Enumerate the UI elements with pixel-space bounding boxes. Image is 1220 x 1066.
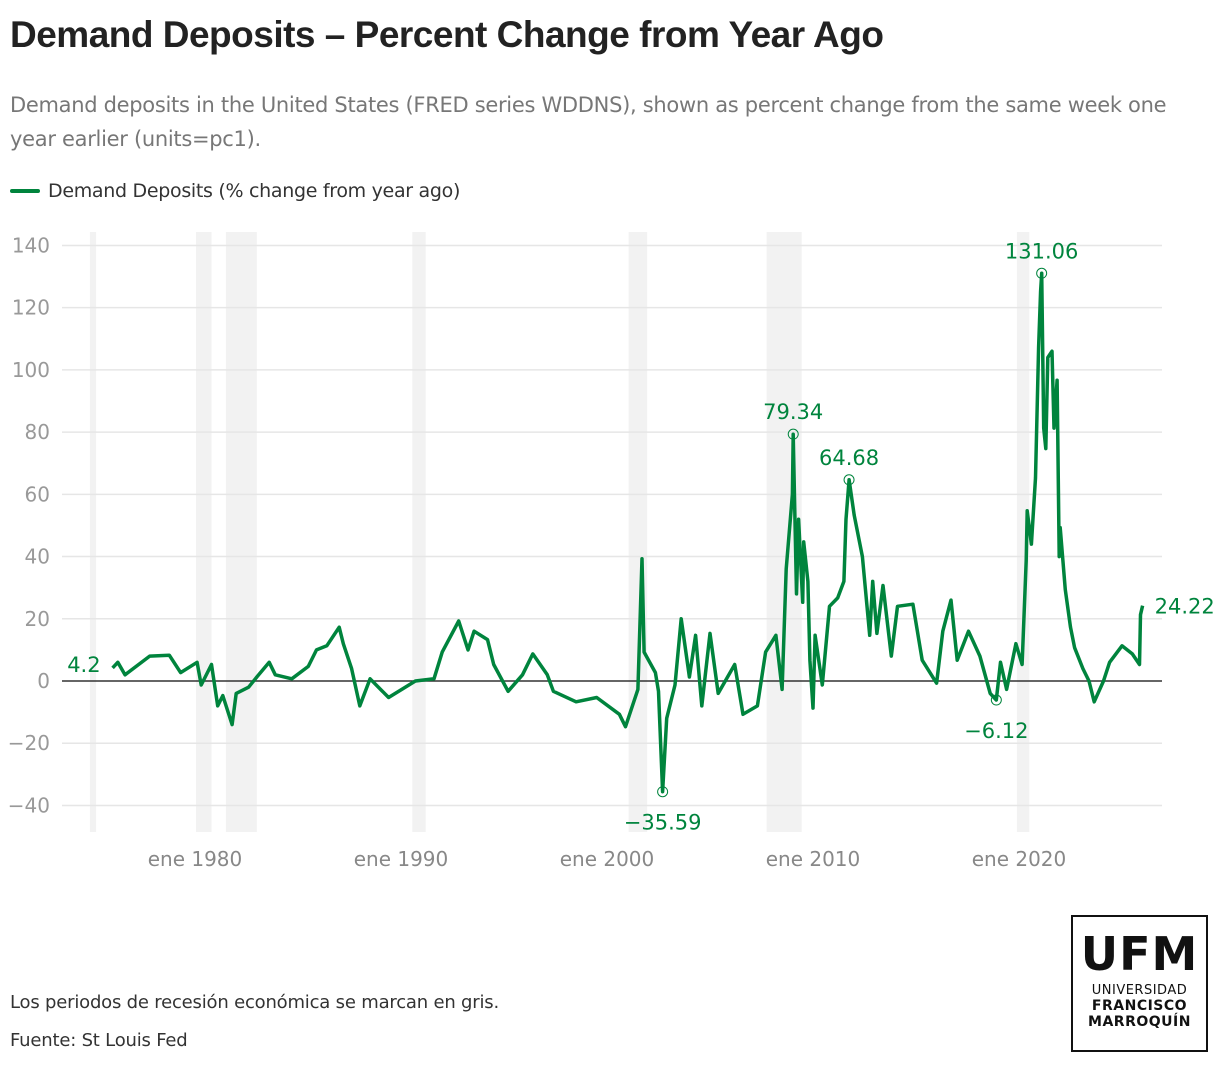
chart-subtitle: Demand deposits in the United States (FR…	[10, 93, 1167, 151]
recession-band	[1016, 232, 1030, 832]
y-tick-label: −40	[8, 793, 50, 817]
y-tick-label: 140	[12, 233, 50, 257]
y-tick-label: 80	[25, 420, 50, 444]
logo-line1: UNIVERSIDAD	[1091, 983, 1188, 998]
annotation-marker	[1036, 267, 1048, 279]
legend-label: Demand Deposits (% change from year ago)	[48, 180, 461, 202]
line-chart: −40 −20 0 20 40 60 80 100 120 140 ene 1980 ene 1990…	[8, 232, 1215, 871]
legend-swatch	[10, 189, 40, 193]
recession-band	[628, 232, 648, 832]
annotation-marker	[657, 786, 669, 798]
recession-band	[196, 232, 212, 832]
x-tick-label: ene 2020	[972, 847, 1067, 871]
annotation-marker	[843, 474, 855, 486]
data-label: 79.34	[763, 400, 823, 424]
data-label: 4.2	[67, 653, 100, 677]
recession-note: Los periodos de recesión económica se ma…	[10, 992, 499, 1013]
y-tick-label: 100	[12, 358, 50, 382]
y-tick-label: 40	[25, 545, 50, 569]
logo-ufm: UFM	[1080, 927, 1199, 981]
recession-band	[89, 232, 97, 832]
series-line	[111, 271, 1145, 794]
legend: Demand Deposits (% change from year ago)	[10, 180, 460, 202]
x-tick-label: ene 2000	[560, 847, 655, 871]
data-label: 24.22	[1155, 595, 1215, 619]
data-label: 131.06	[1005, 239, 1078, 263]
ufm-logo: UFM UNIVERSIDAD FRANCISCO MARROQUÍN	[1071, 915, 1208, 1052]
y-tick-label: 0	[37, 669, 50, 693]
data-label: 64.68	[819, 446, 879, 470]
y-tick-label: 20	[25, 607, 50, 631]
annotation-marker	[787, 428, 799, 440]
annotation-marker	[990, 694, 1002, 706]
chart-title: Demand Deposits – Percent Change from Ye…	[10, 14, 884, 55]
y-tick-label: 60	[25, 482, 50, 506]
x-tick-label: ene 1980	[148, 847, 243, 871]
data-label: −35.59	[624, 811, 702, 835]
x-tick-label: ene 2010	[766, 847, 861, 871]
y-tick-label: −20	[8, 731, 50, 755]
y-tick-label: 120	[12, 296, 50, 320]
recession-band	[412, 232, 426, 832]
logo-line3: MARROQUÍN	[1088, 1014, 1191, 1030]
source-note: Fuente: St Louis Fed	[10, 1030, 188, 1051]
logo-line2: FRANCISCO	[1091, 998, 1188, 1014]
recession-band	[225, 232, 257, 832]
data-label: −6.12	[964, 719, 1028, 743]
x-tick-label: ene 1990	[354, 847, 449, 871]
